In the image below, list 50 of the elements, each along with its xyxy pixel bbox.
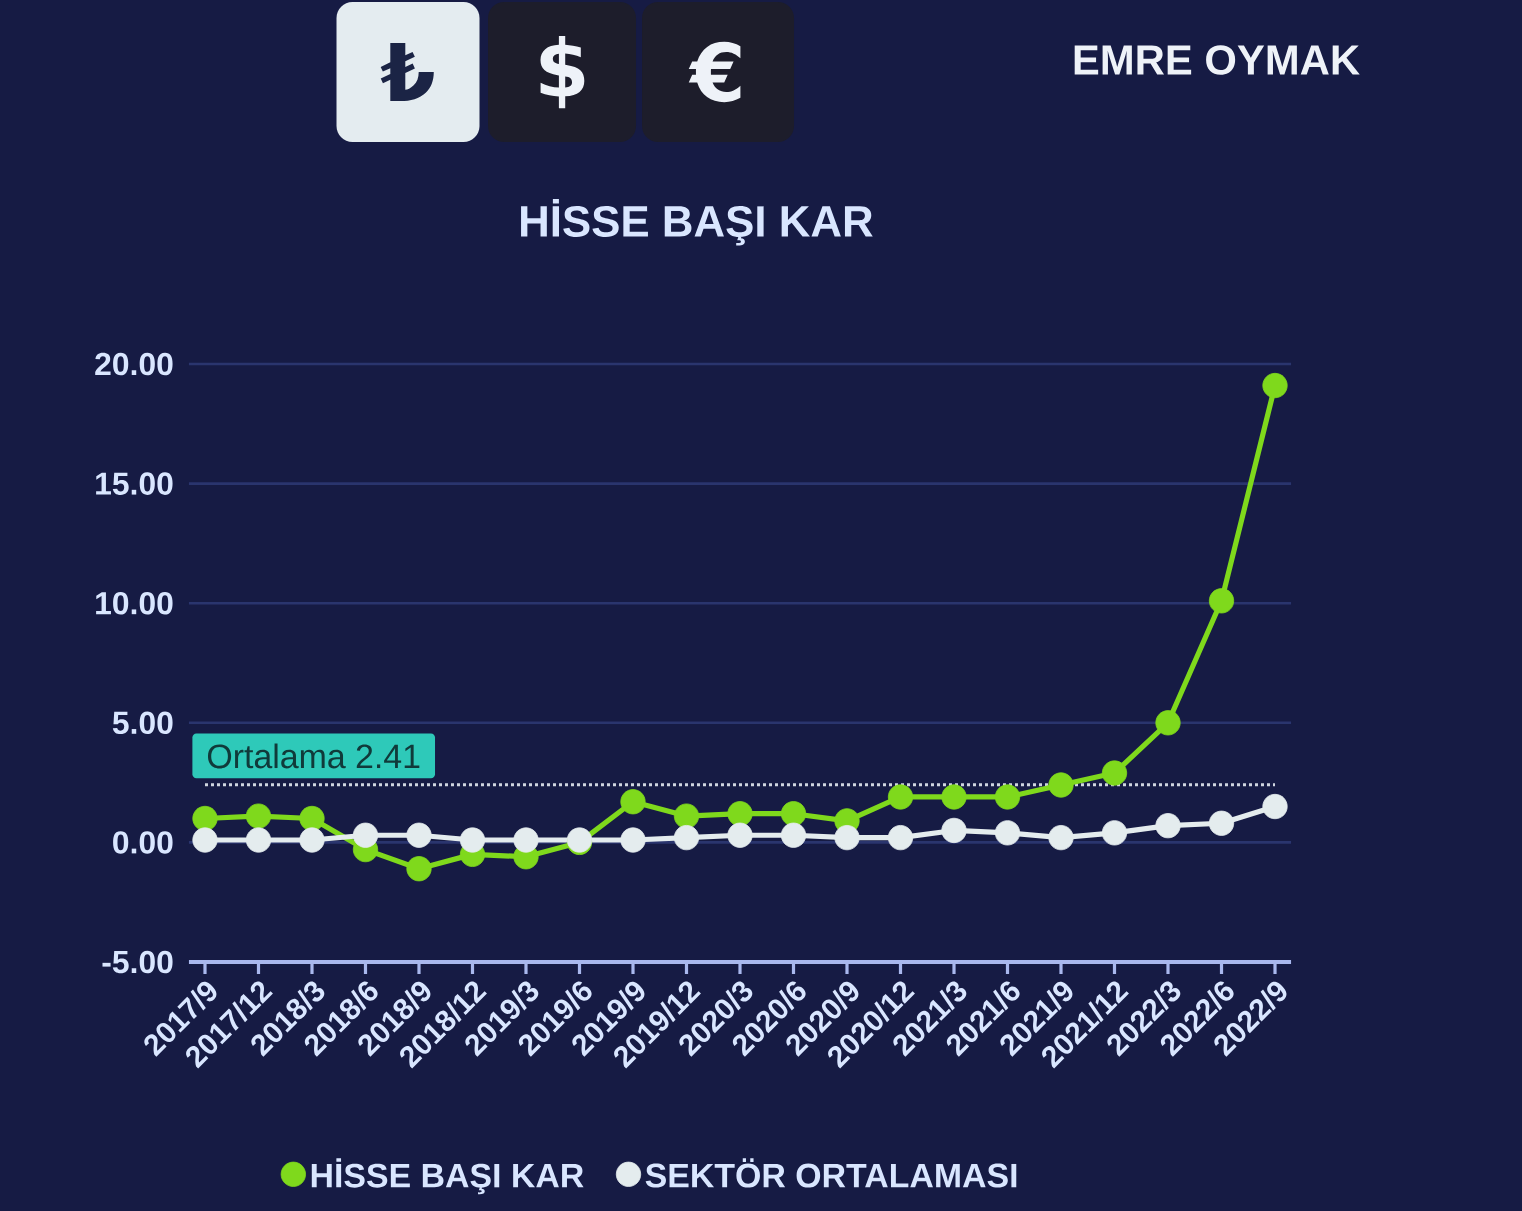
point: [780, 822, 807, 848]
text: EMRE OYMAK: [1074, 45, 1360, 75]
point: [941, 784, 967, 810]
point: [1101, 760, 1128, 786]
point: [299, 805, 325, 832]
point: [1155, 813, 1181, 839]
point: [406, 822, 432, 848]
point: [1262, 372, 1288, 399]
y-tick-label: 10.00: [96, 591, 173, 615]
y-tick-label: 0.00: [113, 831, 173, 854]
point: [299, 827, 325, 853]
point: [459, 827, 486, 853]
chart-title: HİSSE BAŞI KAR: [521, 198, 873, 246]
y-tick-label: 20.00: [95, 352, 173, 376]
point: [245, 827, 272, 853]
point: [1262, 793, 1288, 820]
point: [1208, 588, 1235, 614]
legend-label: SEKTÖR ORTALAMASI: [645, 1158, 1017, 1188]
point: [406, 856, 432, 882]
point: [352, 822, 379, 848]
text: ₺: [380, 42, 434, 102]
point: [941, 817, 967, 844]
point: [780, 801, 807, 827]
point: [1101, 820, 1128, 846]
point: [1155, 710, 1181, 736]
point: [1208, 810, 1235, 836]
point: [513, 827, 539, 853]
point: [245, 803, 272, 829]
point: [994, 784, 1021, 810]
point: [620, 827, 646, 853]
y-tick-label: -5.00: [102, 950, 173, 974]
point: [620, 789, 646, 815]
legend-label: HİSSE BAŞI KAR: [311, 1158, 584, 1195]
point: [673, 825, 700, 851]
point: [192, 827, 218, 853]
point: [994, 820, 1021, 846]
point: [887, 825, 914, 851]
text: $: [540, 35, 585, 109]
y-tick-label: 15.00: [96, 472, 173, 495]
point: [834, 825, 860, 851]
point: [1048, 825, 1074, 851]
text: €: [688, 41, 741, 103]
point: [727, 822, 753, 848]
y-tick-label: 5.00: [112, 711, 173, 735]
ref-line-label: Ortalama 2.41: [207, 743, 420, 769]
point: [887, 784, 914, 810]
point: [1048, 772, 1074, 798]
point: [673, 803, 700, 829]
point: [727, 801, 753, 827]
point: [192, 805, 218, 832]
